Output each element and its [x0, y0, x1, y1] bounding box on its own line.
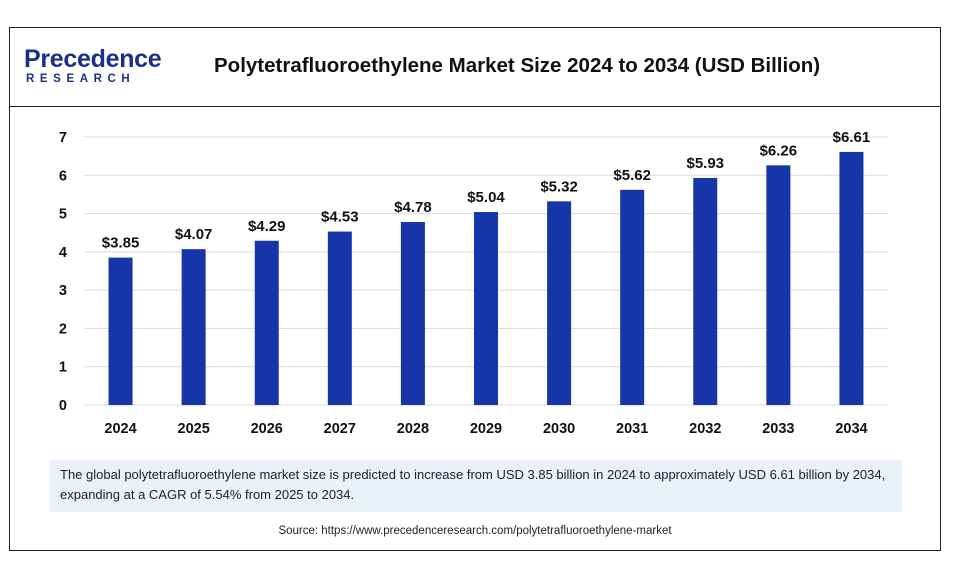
y-tick-label: 5: [59, 207, 67, 223]
data-label: $4.78: [394, 199, 432, 216]
data-label: $6.61: [833, 129, 871, 146]
y-tick-label: 7: [59, 130, 67, 146]
logo-initial: P: [24, 45, 41, 73]
bar: [400, 221, 425, 405]
x-tick-label: 2034: [835, 421, 867, 437]
bar: [108, 257, 133, 405]
bar: [181, 249, 206, 405]
x-tick-label: 2027: [324, 421, 356, 437]
data-label: $5.32: [540, 178, 578, 195]
logo-subtext: RESEARCH: [26, 73, 136, 85]
data-label: $6.26: [760, 142, 798, 159]
bar: [327, 231, 352, 405]
bar: [474, 212, 498, 405]
data-label: $5.62: [613, 167, 651, 184]
x-tick-label: 2026: [251, 421, 283, 437]
y-tick-label: 0: [59, 398, 67, 414]
x-tick-label: 2030: [543, 421, 575, 437]
bar: [839, 151, 864, 405]
x-tick-label: 2032: [689, 421, 721, 437]
x-tick-label: 2025: [178, 421, 210, 437]
data-label: $4.07: [175, 226, 213, 243]
y-tick-label: 2: [59, 321, 67, 337]
precedence-research-logo: Precedence RESEARCH: [24, 45, 174, 91]
data-label: $5.04: [467, 189, 505, 206]
y-tick-label: 4: [59, 245, 67, 261]
logo-main-text: recedence: [40, 45, 162, 73]
bar: [547, 201, 572, 405]
chart-title: Polytetrafluoroethylene Market Size 2024…: [214, 54, 821, 77]
x-tick-label: 2031: [616, 421, 648, 437]
bar: [766, 165, 791, 405]
bar: [693, 177, 718, 405]
chart-frame: Precedence RESEARCH Polytetrafluoroethyl…: [9, 27, 941, 551]
data-label: $4.29: [248, 218, 286, 235]
data-label: $3.85: [102, 235, 140, 252]
chart-caption: The global polytetrafluoroethylene marke…: [50, 460, 902, 512]
y-tick-label: 6: [59, 168, 67, 184]
bar: [620, 189, 645, 405]
data-label: $4.53: [321, 209, 359, 226]
logo-wordmark: Precedence: [24, 45, 162, 74]
source-note: Source: https://www.precedenceresearch.c…: [278, 525, 672, 537]
x-tick-label: 2028: [397, 421, 429, 437]
header: Precedence RESEARCH Polytetrafluoroethyl…: [10, 28, 940, 107]
y-tick-label: 1: [59, 360, 67, 376]
data-label: $5.93: [686, 155, 724, 172]
x-tick-label: 2029: [470, 421, 502, 437]
x-tick-label: 2024: [104, 421, 136, 437]
bar-chart: 0 1 2 3 4 5 6 7 $3.85 2024 $4.07 2025 $4.29 2026 $4.53…: [59, 129, 888, 437]
bar: [254, 240, 279, 405]
y-tick-label: 3: [59, 283, 67, 299]
x-tick-label: 2033: [762, 421, 794, 437]
